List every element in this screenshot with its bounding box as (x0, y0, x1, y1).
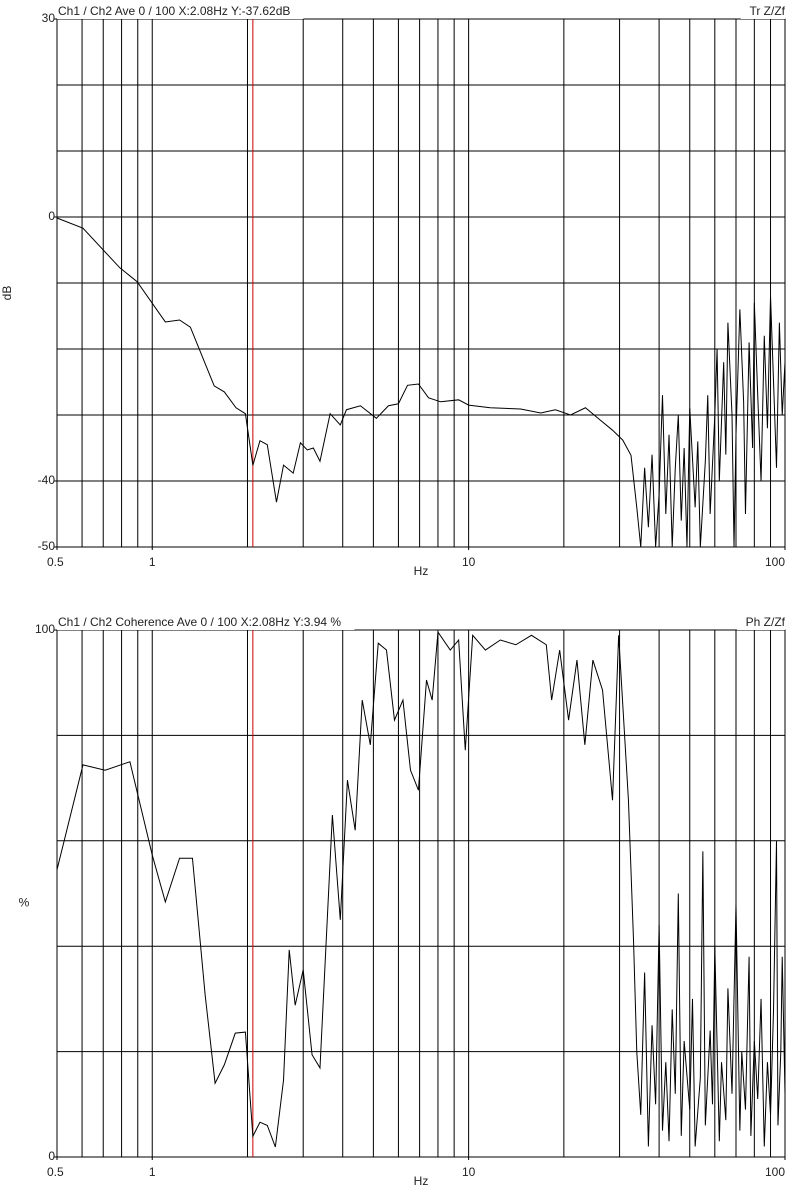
x-tick-label: 0.5 (47, 555, 64, 569)
x-tick-label: 1 (149, 555, 156, 569)
y-tick-label: 0 (48, 209, 55, 223)
data-line (56, 217, 786, 548)
y-axis-label: % (19, 896, 30, 910)
header-bg (57, 618, 355, 630)
y-axis-label: dB (0, 286, 14, 301)
x-tick-label: 1 (149, 1165, 156, 1179)
x-tick-label: 100 (765, 1165, 785, 1179)
x-tick-label: 100 (765, 555, 785, 569)
x-axis-label: Hz (414, 1174, 429, 1188)
data-line (56, 630, 786, 1148)
chart-header: Ch1 / Ch2 Ave 0 / 100 X:2.08Hz Y:-37.62d… (58, 4, 290, 18)
header-bg (57, 7, 304, 19)
x-axis-label: Hz (414, 564, 429, 578)
plot-frame (56, 18, 786, 548)
header-bg (736, 618, 785, 630)
y-tick-label: 30 (42, 11, 56, 25)
chart-header-right: Tr Z/Zf (749, 4, 785, 18)
chart-header: Ch1 / Ch2 Coherence Ave 0 / 100 X:2.08Hz… (58, 615, 341, 629)
chart-header-right: Ph Z/Zf (746, 615, 786, 629)
plot-frame (56, 629, 786, 1158)
y-tick-label: 0 (48, 1149, 55, 1163)
x-tick-label: 10 (462, 555, 476, 569)
y-tick-label: -50 (38, 539, 56, 553)
y-tick-label: 100 (35, 622, 55, 636)
y-tick-label: -40 (38, 473, 56, 487)
x-tick-label: 10 (462, 1165, 476, 1179)
x-tick-label: 0.5 (47, 1165, 64, 1179)
header-bg (740, 7, 785, 19)
